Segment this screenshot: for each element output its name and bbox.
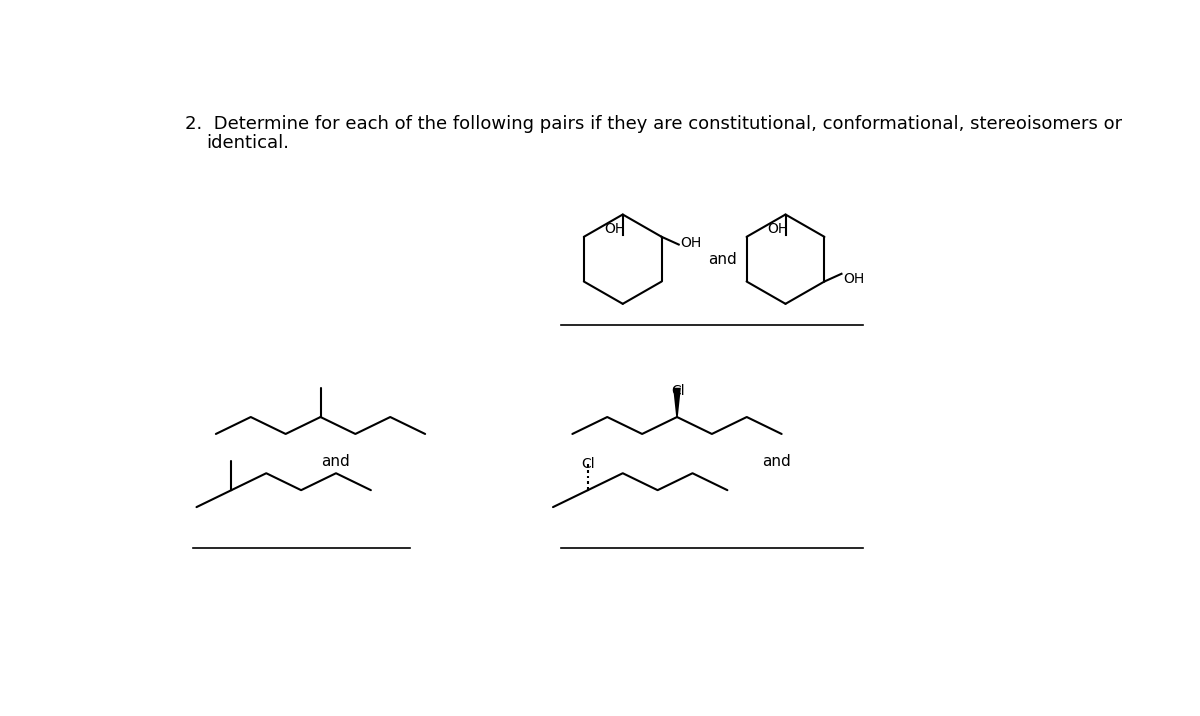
Text: OH: OH [604,222,625,236]
Text: OH: OH [767,222,788,236]
Text: and: and [708,251,737,266]
Text: and: and [322,454,350,469]
Text: Cl: Cl [582,457,595,471]
Text: identical.: identical. [206,134,289,152]
Text: 2.  Determine for each of the following pairs if they are constitutional, confor: 2. Determine for each of the following p… [185,115,1122,133]
Text: OH: OH [844,272,864,286]
Text: and: and [762,454,791,469]
Text: Cl: Cl [671,384,684,398]
Text: OH: OH [680,236,702,250]
Polygon shape [673,388,680,417]
